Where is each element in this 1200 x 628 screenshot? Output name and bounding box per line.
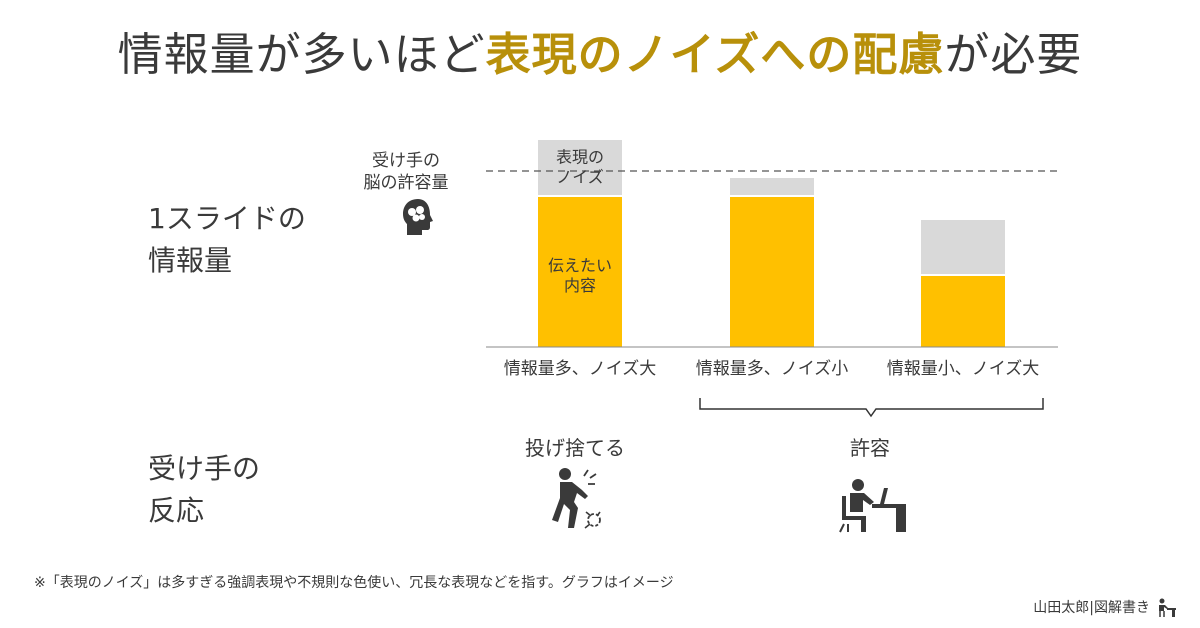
accept-bracket — [699, 398, 1044, 418]
bar-content-3 — [921, 276, 1005, 347]
category-label-1: 情報量多、ノイズ大 — [504, 359, 657, 379]
working-person-icon — [839, 479, 906, 533]
desk-worker-icon — [1159, 598, 1176, 617]
bar-content-1 — [538, 197, 622, 347]
page-title: 情報量が多いほど表現のノイズへの配慮が必要 — [0, 18, 1200, 83]
series-label-content: 内容 — [564, 276, 596, 295]
credit: 山田太郎|図解書き — [1033, 597, 1176, 617]
bar-content-2 — [730, 197, 814, 347]
capacity-label: 受け手の 脳の許容量 — [363, 151, 449, 193]
reaction-throw-label: 投げ捨てる — [525, 436, 625, 460]
brain-head-icon — [403, 199, 433, 235]
title-highlight: 表現のノイズへの配慮 — [485, 28, 945, 81]
category-label-2: 情報量多、ノイズ小 — [696, 359, 849, 379]
bars-group — [538, 140, 1005, 347]
title-prefix: 情報量が多いほど — [117, 28, 486, 81]
title-suffix: が必要 — [944, 28, 1083, 81]
reaction-label: 受け手の 反応 — [148, 452, 261, 527]
credit-text: 山田太郎|図解書き — [1033, 600, 1150, 616]
bar-noise-1 — [538, 140, 622, 195]
reaction-accept-label: 許容 — [850, 436, 890, 460]
series-label-content: 伝えたい — [548, 256, 612, 275]
footnote: ※「表現のノイズ」は多すぎる強調表現や不規則な色使い、冗長な表現などを指す。グラ… — [34, 575, 674, 591]
bar-noise-3 — [921, 220, 1005, 274]
throwing-person-icon — [552, 468, 601, 529]
series-label-noise: ノイズ — [556, 168, 604, 187]
series-label-noise: 表現の — [556, 148, 604, 167]
bar-noise-2 — [730, 178, 814, 195]
info-amount-label: 1スライドの 情報量 — [148, 202, 306, 277]
category-label-3: 情報量小、ノイズ大 — [887, 359, 1040, 379]
